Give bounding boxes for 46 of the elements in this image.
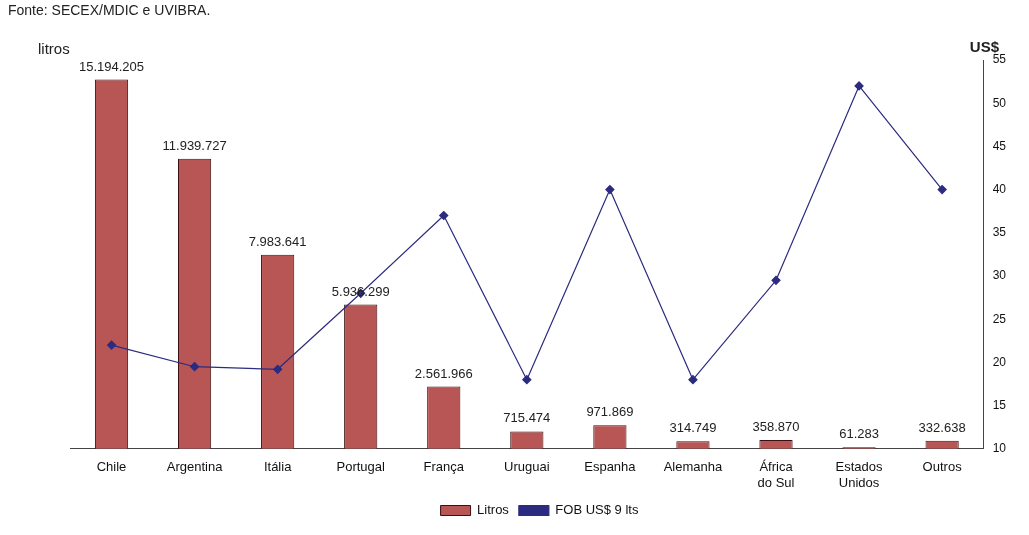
y2-axis-title: US$ (969, 38, 999, 55)
data-label: 715.474 (503, 410, 551, 426)
data-label: 11.939.727 (162, 137, 227, 153)
point (522, 375, 532, 385)
y2-tick-label: 45 (992, 138, 1007, 153)
y2-tick-label: 25 (992, 311, 1007, 326)
source-note: Fonte: SECEX/MDIC e UVIBRA. (8, 2, 211, 18)
point (937, 185, 947, 195)
y2-tick-label: 40 (992, 181, 1007, 196)
legend-label: Litros (477, 502, 510, 518)
point (189, 362, 200, 372)
y2-tick-label: 35 (992, 225, 1007, 240)
x-tick-label: França (423, 459, 465, 475)
x-tick-label: Itália (263, 459, 293, 475)
x-tick-label: Chile (96, 459, 127, 475)
data-label: 971.869 (586, 404, 634, 420)
y-axis-title: litros (38, 40, 70, 57)
x-tick-label: Uruguai (504, 459, 550, 475)
x-tick-label: Estados Unidos (835, 459, 884, 490)
y2-tick-label: 15 (992, 397, 1007, 412)
y2-tick-label: 10 (992, 441, 1007, 456)
data-label: 61.283 (839, 426, 879, 442)
x-tick-label: Argentina (166, 459, 224, 475)
legend-label: FOB US$ 9 lts (555, 502, 639, 518)
x-tick-label: Portugal (336, 459, 386, 475)
x-tick-label: Espanha (584, 459, 637, 475)
data-label: 7.983.641 (248, 233, 307, 249)
data-label: 2.561.966 (414, 365, 473, 381)
data-label: 358.870 (752, 419, 800, 435)
y2-tick-label: 55 (992, 52, 1007, 67)
point (273, 364, 283, 374)
x-tick-label: Outros (922, 459, 963, 475)
point (439, 210, 449, 221)
point (605, 185, 615, 195)
data-label: 314.749 (669, 420, 717, 436)
y2-tick-label: 20 (992, 354, 1007, 369)
y2-tick-label: 50 (992, 95, 1007, 110)
point (106, 340, 117, 350)
y2-tick-label: 30 (992, 268, 1007, 283)
point (771, 275, 781, 285)
x-tick-label: Alemanha (663, 459, 723, 475)
data-label: 15.194.205 (78, 58, 145, 74)
data-label: 332.638 (918, 419, 966, 435)
point (688, 375, 698, 385)
x-tick-label: África do Sul (757, 459, 795, 490)
point (854, 81, 864, 91)
